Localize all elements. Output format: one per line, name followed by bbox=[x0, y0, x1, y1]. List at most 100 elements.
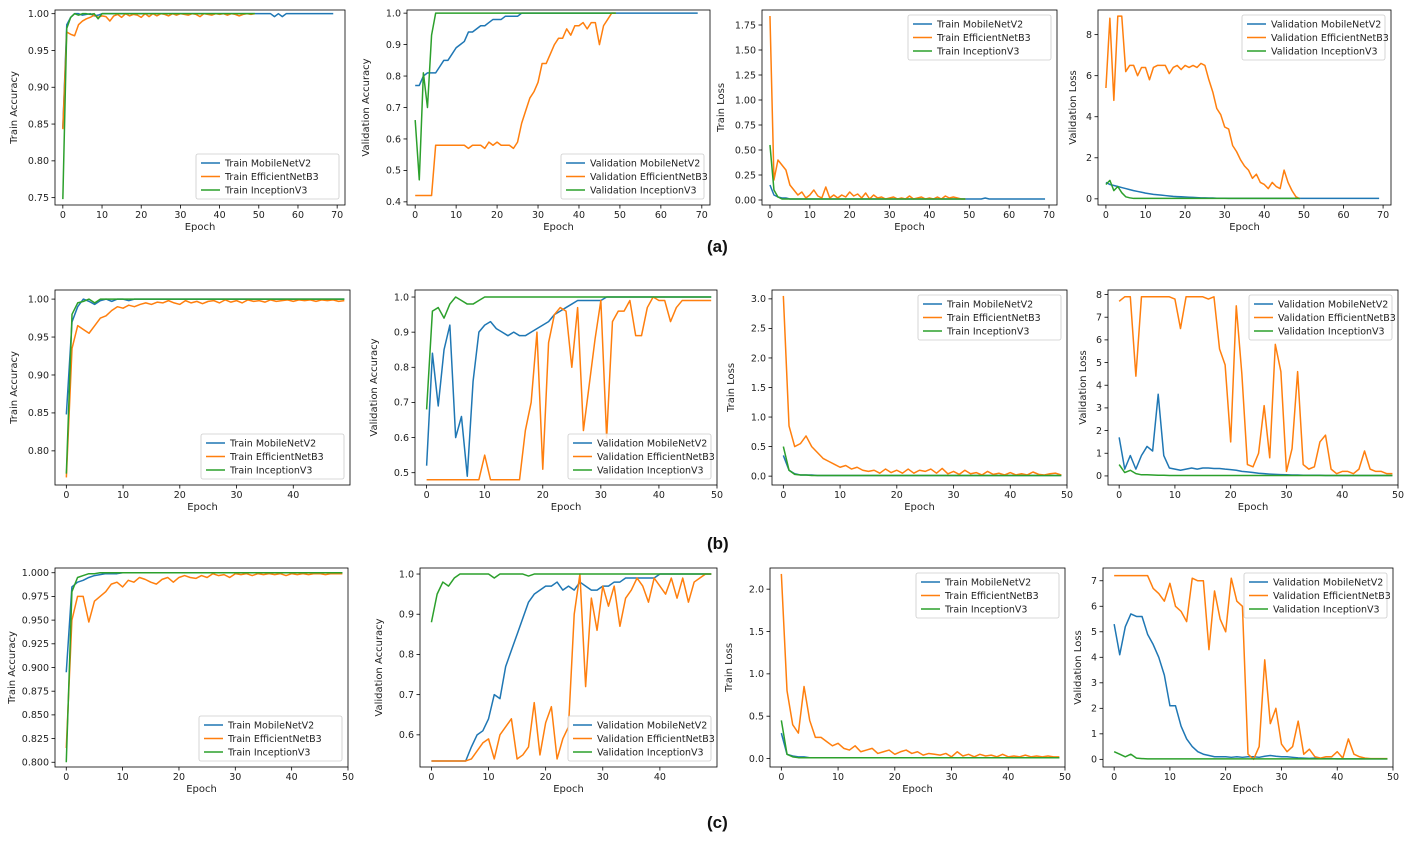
x-tick-label: 50 bbox=[342, 772, 354, 783]
series-line-mobilenetv2 bbox=[1113, 613, 1388, 760]
y-tick-label: 0.875 bbox=[22, 686, 49, 697]
series-line-mobilenetv2 bbox=[65, 298, 345, 415]
y-tick-label: 2 bbox=[1096, 426, 1102, 437]
legend: Validation MobileNetV2 Validation Efficie… bbox=[567, 433, 715, 480]
y-tick-label: 0.75 bbox=[28, 193, 49, 204]
series-line-mobilenetv2 bbox=[782, 455, 1062, 477]
legend: Train MobileNetV2 Train EfficientNetB3 Tra… bbox=[907, 14, 1052, 61]
x-tick-label: 10 bbox=[117, 772, 129, 783]
series-line-efficientnetb3 bbox=[415, 12, 616, 197]
y-tick-label: 0.80 bbox=[28, 156, 49, 167]
series-line-inceptionv3 bbox=[782, 446, 1062, 477]
series-line-efficientnetb3 bbox=[65, 572, 343, 749]
legend-label-inceptionv3: Validation InceptionV3 bbox=[597, 747, 704, 758]
y-tick-label: 2.0 bbox=[749, 584, 764, 595]
x-tick-label: 40 bbox=[654, 772, 666, 783]
y-tick-label: 2.5 bbox=[751, 324, 766, 335]
x-tick-label: 10 bbox=[96, 210, 108, 221]
y-tick-label: 1.0 bbox=[749, 669, 764, 680]
legend-label-mobilenetv2: Validation MobileNetV2 bbox=[1271, 19, 1381, 30]
x-tick-label: 70 bbox=[1043, 210, 1055, 221]
y-tick-label: 1.0 bbox=[751, 412, 766, 423]
y-tick-label: 4 bbox=[1096, 381, 1102, 392]
y-tick-label: 5 bbox=[1091, 627, 1097, 638]
series-line-efficientnetb3 bbox=[1114, 574, 1388, 761]
y-tick-label: 4 bbox=[1086, 112, 1092, 123]
x-tick-label: 30 bbox=[1275, 772, 1287, 783]
legend-label-efficientnetb3: Validation EfficientNetB3 bbox=[1278, 313, 1396, 324]
y-tick-label: 0.6 bbox=[394, 433, 409, 444]
x-tick-label: 0 bbox=[428, 772, 434, 783]
x-tick-label: 20 bbox=[889, 772, 901, 783]
legend-label-mobilenetv2: Train MobileNetV2 bbox=[936, 19, 1023, 30]
legend: Train MobileNetV2 Train EfficientNetB3 Tra… bbox=[917, 294, 1062, 341]
legend-label-inceptionv3: Validation InceptionV3 bbox=[1271, 46, 1378, 57]
legend-label-inceptionv3: Train InceptionV3 bbox=[224, 185, 307, 196]
y-tick-label: 6 bbox=[1096, 335, 1102, 346]
legend-label-efficientnetb3: Validation EfficientNetB3 bbox=[597, 452, 715, 463]
legend: Validation MobileNetV2 Validation Efficie… bbox=[567, 715, 715, 762]
axes-frame bbox=[1102, 567, 1394, 768]
chart-panel-12: 0 10 20 30 40 50 0 1 2 3 4 5 6 7 Epoch Validation Loss V… bbox=[1073, 567, 1399, 795]
y-tick-label: 0.7 bbox=[394, 398, 409, 409]
y-tick-label: 0.8 bbox=[399, 650, 414, 661]
y-tick-label: 7 bbox=[1091, 576, 1097, 587]
x-axis-label: Epoch bbox=[185, 222, 216, 233]
x-tick-label: 40 bbox=[286, 772, 298, 783]
legend: Train MobileNetV2 Train EfficientNetB3 Tra… bbox=[198, 715, 343, 762]
legend-box bbox=[1241, 14, 1386, 61]
x-tick-label: 70 bbox=[1377, 210, 1389, 221]
x-tick-label: 20 bbox=[1179, 210, 1191, 221]
y-tick-label: 1.0 bbox=[399, 569, 414, 580]
legend-label-mobilenetv2: Train MobileNetV2 bbox=[944, 577, 1031, 588]
y-tick-label: 6 bbox=[1091, 602, 1097, 613]
x-tick-label: 60 bbox=[1003, 210, 1015, 221]
legend-label-mobilenetv2: Train MobileNetV2 bbox=[229, 438, 316, 449]
y-tick-label: 0.25 bbox=[735, 170, 756, 181]
legend-box bbox=[195, 153, 340, 200]
x-tick-label: 50 bbox=[1392, 490, 1404, 501]
y-tick-label: 8 bbox=[1096, 290, 1102, 301]
x-tick-label: 0 bbox=[424, 490, 430, 501]
plot-area bbox=[780, 573, 1060, 759]
y-axis-label: Validation Loss bbox=[1073, 630, 1084, 705]
series-line-efficientnetb3 bbox=[62, 12, 255, 130]
x-tick-label: 70 bbox=[331, 210, 343, 221]
y-tick-label: 0.6 bbox=[399, 730, 414, 741]
legend-label-inceptionv3: Train InceptionV3 bbox=[936, 46, 1019, 57]
plot-area bbox=[62, 12, 334, 200]
x-tick-label: 50 bbox=[614, 210, 626, 221]
x-tick-label: 20 bbox=[1220, 772, 1232, 783]
chart-panel-7: 0 10 20 30 40 50 0.0 0.5 1.0 1.5 2.0 2.5 3.0 Epoch Tra… bbox=[726, 289, 1073, 513]
y-tick-label: 0.9 bbox=[394, 327, 409, 338]
x-tick-label: 30 bbox=[597, 772, 609, 783]
y-tick-label: 3.0 bbox=[751, 294, 766, 305]
y-tick-label: 1 bbox=[1096, 449, 1102, 460]
y-tick-label: 0.95 bbox=[28, 332, 49, 343]
y-tick-label: 0.5 bbox=[751, 442, 766, 453]
y-axis-label: Validation Accuracy bbox=[361, 58, 372, 156]
y-tick-label: 1.00 bbox=[28, 9, 49, 20]
plot-area bbox=[65, 298, 345, 478]
legend-box bbox=[567, 715, 712, 762]
chart-panel-10: 0 10 20 30 40 0.6 0.7 0.8 0.9 1.0 Epoch Validation … bbox=[374, 567, 718, 795]
legend: Validation MobileNetV2 Validation Efficie… bbox=[1248, 294, 1396, 341]
legend-box bbox=[560, 153, 705, 200]
x-tick-label: 30 bbox=[884, 210, 896, 221]
y-tick-label: 0 bbox=[1091, 755, 1097, 766]
y-tick-label: 0 bbox=[1096, 471, 1102, 482]
legend-label-mobilenetv2: Validation MobileNetV2 bbox=[590, 158, 700, 169]
x-tick-label: 50 bbox=[963, 210, 975, 221]
y-tick-label: 0.95 bbox=[28, 46, 49, 57]
series-line-inceptionv3 bbox=[65, 298, 345, 474]
y-tick-label: 0.5 bbox=[386, 166, 401, 177]
series-line-inceptionv3 bbox=[414, 12, 616, 181]
series-line-mobilenetv2 bbox=[1118, 393, 1393, 477]
legend: Train MobileNetV2 Train EfficientNetB3 Tra… bbox=[195, 153, 340, 200]
y-tick-label: 0.975 bbox=[22, 592, 49, 603]
legend: Train MobileNetV2 Train EfficientNetB3 Tra… bbox=[915, 572, 1060, 619]
x-tick-label: 0 bbox=[1111, 772, 1117, 783]
x-tick-label: 0 bbox=[767, 210, 773, 221]
y-tick-label: 0.9 bbox=[386, 40, 401, 51]
y-tick-label: 0.00 bbox=[735, 195, 756, 206]
